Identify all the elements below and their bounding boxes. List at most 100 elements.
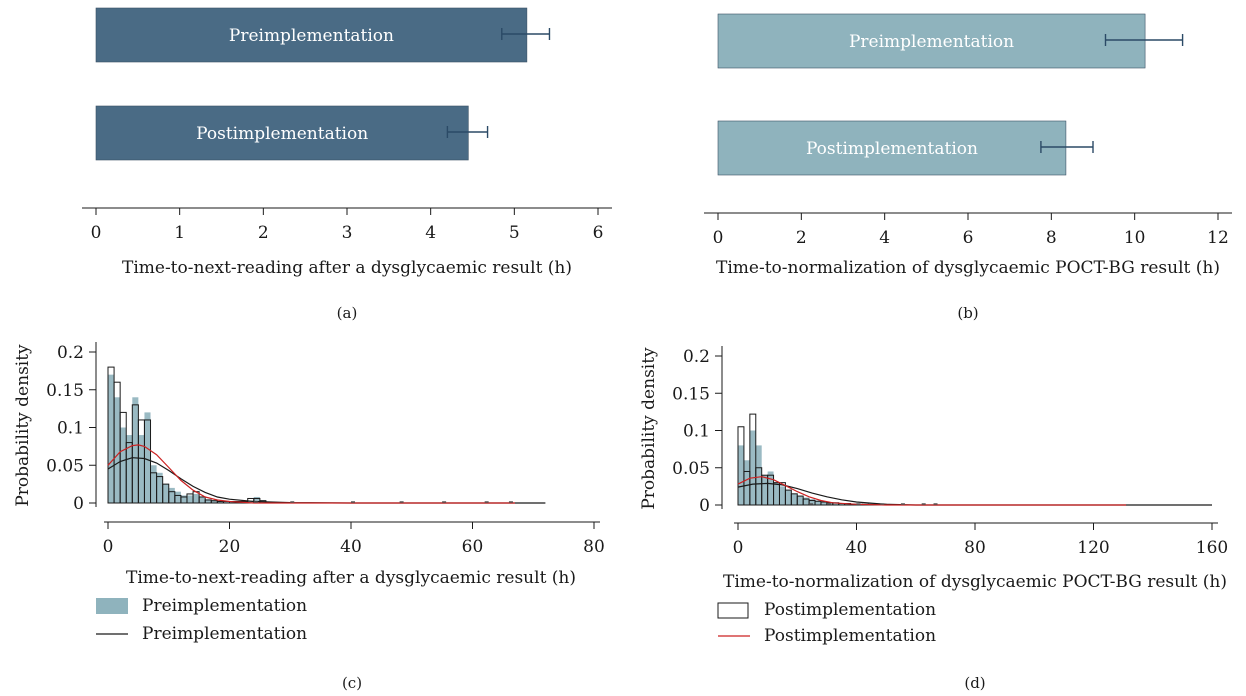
bar (95, 105, 469, 161)
y-tick-label: 0.05 (672, 459, 710, 479)
hist-bar-filled (144, 412, 151, 503)
hist-bar-outline (737, 426, 745, 506)
hist-bar-filled (761, 475, 768, 505)
hist-bar-filled (749, 430, 756, 505)
bar-label: Postimplementation (196, 124, 368, 144)
x-tick-label: 1 (174, 223, 185, 243)
y-tick-label: 0.1 (683, 422, 710, 442)
hist-bar-filled (797, 496, 804, 505)
bar-label: Postimplementation (806, 139, 978, 159)
hist-bar-filled (803, 497, 810, 505)
panel-caption: (a) (337, 304, 358, 322)
legend-label: Postimplementation (764, 626, 936, 646)
x-tick-label: 12 (1207, 228, 1229, 248)
hist-bar-filled (205, 499, 212, 503)
y-tick-label: 0 (73, 494, 84, 514)
x-tick-label: 160 (1196, 538, 1228, 558)
hist-bar-filled (193, 493, 200, 503)
legend-label: Postimplementation (764, 600, 936, 620)
x-axis-label: Time-to-next-reading after a dysglycaemi… (122, 258, 572, 278)
x-tick-label: 2 (796, 228, 807, 248)
x-tick-label: 4 (425, 223, 436, 243)
legend-swatch-filled (96, 598, 128, 614)
density-line-red (107, 444, 515, 504)
y-axis-label: Probability density (13, 344, 33, 507)
legend-label: Preimplementation (142, 596, 307, 616)
hist-bar-filled (114, 397, 121, 503)
x-tick-label: 0 (733, 538, 744, 558)
hist-bar-filled (253, 496, 260, 503)
hist-bar-filled (132, 397, 139, 503)
panel-caption: (d) (964, 674, 985, 692)
x-tick-label: 0 (103, 537, 114, 557)
density-line-red (737, 476, 1127, 506)
y-tick-label: 0.05 (46, 456, 84, 476)
hist-bar-filled (199, 496, 206, 503)
hist-bar-filled (138, 435, 145, 503)
x-tick-label: 4 (879, 228, 890, 248)
hist-bar-filled (168, 487, 175, 503)
panel-caption: (c) (342, 674, 362, 692)
y-tick-label: 0.2 (57, 343, 84, 363)
x-tick-label: 6 (963, 228, 974, 248)
bar (717, 120, 1067, 176)
x-axis-label: Time-to-next-reading after a dysglycaemi… (126, 568, 576, 588)
hist-bar-filled (809, 499, 816, 505)
bar-label: Preimplementation (229, 26, 394, 46)
hist-bar-filled (120, 427, 127, 503)
bar (95, 7, 528, 63)
x-tick-label: 3 (342, 223, 353, 243)
x-tick-label: 120 (1077, 538, 1109, 558)
hist-bar-filled (150, 465, 157, 503)
hist-bar-filled (162, 484, 169, 503)
x-tick-label: 40 (340, 537, 362, 557)
legend-label: Preimplementation (142, 624, 307, 644)
x-tick-label: 40 (846, 538, 868, 558)
y-axis-label: Probability density (639, 347, 659, 510)
hist-bar-filled (785, 490, 792, 505)
hist-bar-outline (749, 413, 757, 506)
hist-bar-filled (738, 445, 744, 505)
hist-bar-filled (186, 495, 194, 503)
y-tick-label: 0.15 (46, 381, 84, 401)
hist-bar-filled (743, 460, 750, 505)
y-tick-label: 0.1 (57, 419, 84, 439)
x-axis-label: Time-to-normalization of dysglycaemic PO… (723, 572, 1227, 592)
y-tick-label: 0.15 (672, 384, 710, 404)
hist-bar-outline (143, 419, 152, 504)
y-tick-label: 0.2 (683, 347, 710, 367)
x-tick-label: 8 (1046, 228, 1057, 248)
hist-bar-filled (211, 499, 218, 503)
hist-bar-filled (126, 435, 133, 503)
hist-bar-filled (174, 491, 181, 503)
x-axis-label: Time-to-normalization of dysglycaemic PO… (716, 258, 1220, 278)
x-tick-label: 0 (713, 228, 724, 248)
y-tick-label: 0 (699, 496, 710, 516)
hist-bar-filled (180, 495, 187, 503)
x-tick-label: 80 (964, 538, 986, 558)
hist-bar-filled (767, 471, 774, 505)
hist-bar-filled (820, 501, 827, 505)
panel-caption: (b) (957, 304, 978, 322)
bar (717, 13, 1146, 69)
x-tick-label: 10 (1124, 228, 1146, 248)
hist-bar-filled (779, 486, 786, 505)
hist-bar-filled (755, 445, 762, 505)
hist-bar-filled (838, 503, 845, 505)
legend-swatch-outline (717, 602, 749, 619)
hist-bar-filled (247, 500, 254, 503)
hist-bar-filled (773, 482, 780, 505)
x-tick-label: 60 (462, 537, 484, 557)
x-tick-label: 0 (91, 223, 102, 243)
x-tick-label: 20 (219, 537, 241, 557)
x-tick-label: 80 (583, 537, 605, 557)
hist-bar-filled (156, 472, 163, 503)
bar-label: Preimplementation (849, 32, 1014, 52)
x-tick-label: 5 (509, 223, 520, 243)
hist-bar-filled (815, 500, 821, 505)
hist-bar-filled (108, 374, 115, 503)
hist-bar-filled (832, 502, 839, 505)
hist-bar-filled (791, 493, 798, 505)
x-tick-label: 2 (258, 223, 269, 243)
